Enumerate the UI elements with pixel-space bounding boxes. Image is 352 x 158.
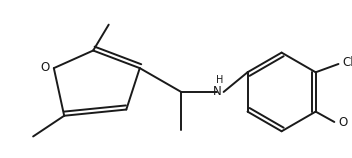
Text: O: O xyxy=(40,61,49,74)
Text: N: N xyxy=(213,85,222,98)
Text: H: H xyxy=(216,75,223,85)
Text: O: O xyxy=(338,116,348,130)
Text: Cl: Cl xyxy=(342,56,352,70)
